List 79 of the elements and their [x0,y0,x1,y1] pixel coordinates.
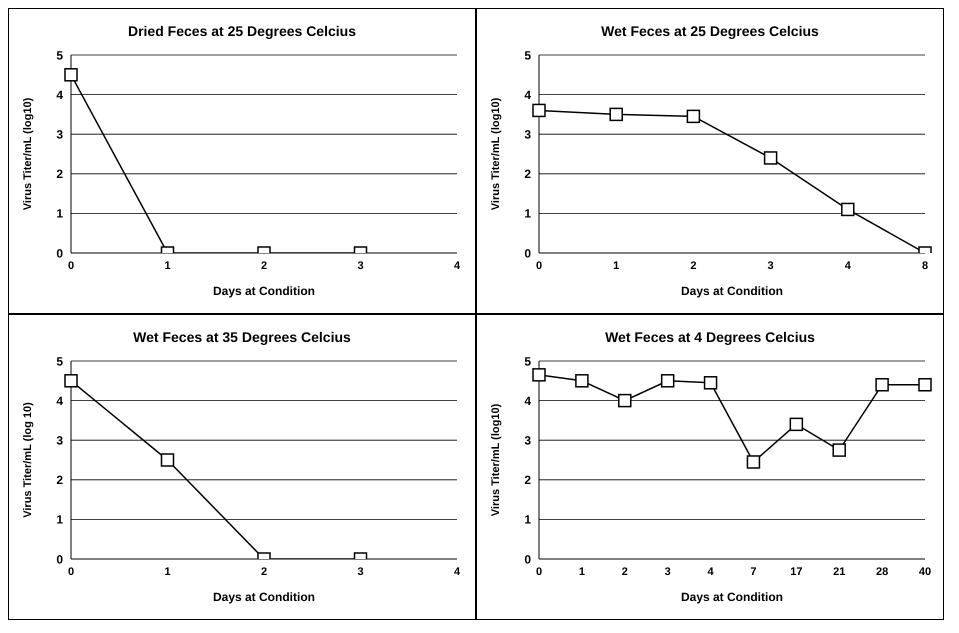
x-tick-label: 1 [613,260,620,272]
y-tick-label: 0 [524,246,532,260]
x-tick-label: 1 [164,260,171,272]
point [790,418,804,432]
y-tick-label: 5 [524,48,532,62]
y-tick-label: 2 [524,167,532,182]
y-tick-label: 4 [56,394,64,408]
x-axis-title: Days at Condition [212,590,316,604]
point [609,108,623,122]
x-tick-label: 4 [454,260,461,272]
x-tick-label: 2 [690,260,696,272]
x-tick-label: 0 [68,566,74,578]
x-tick-label: 1 [164,566,171,578]
y-tick-label: 2 [56,473,64,488]
y-tick-label: 3 [56,127,64,142]
point [918,378,932,392]
y-axis-title: Virus Titer/mL (log10) [22,97,34,210]
y-tick-label: 3 [524,433,532,448]
chart-title: Wet Feces at 4 Degrees Celcius [604,329,816,347]
point [532,104,546,118]
x-tick-label: 4 [454,566,461,578]
x-axis-title: Days at Condition [212,284,316,298]
y-tick-label: 5 [56,48,64,62]
x-tick-label: 28 [876,566,888,578]
y-tick-label: 4 [524,394,532,408]
y-tick-label: 3 [524,127,532,142]
y-tick-label: 3 [56,433,64,448]
x-tick-label: 8 [922,260,928,272]
point [841,202,855,216]
x-axis-title: Days at Condition [680,590,784,604]
x-tick-label: 40 [918,566,932,578]
point [832,443,846,457]
y-tick-label: 4 [56,88,64,102]
y-tick-label: 0 [56,246,64,260]
x-tick-label: 3 [664,566,671,578]
x-tick-label: 4 [844,260,852,272]
point [575,374,589,388]
y-axis-title: Virus Titer/mL (log10) [490,403,502,516]
y-tick-label: 2 [56,167,64,182]
x-tick-label: 0 [536,566,542,578]
x-tick-label: 7 [750,566,757,578]
x-tick-label: 3 [768,260,774,272]
x-axis-title: Days at Condition [680,284,784,298]
point [875,378,889,392]
x-tick-label: 3 [357,566,364,578]
point [746,455,760,469]
x-tick-label: 4 [707,566,714,578]
y-tick-label: 1 [56,206,64,221]
point [618,394,632,408]
x-tick-label: 2 [622,566,628,578]
point [686,110,700,124]
x-tick-label: 21 [833,566,846,578]
y-tick-label: 1 [524,512,532,527]
chart-title: Wet Feces at 25 Degrees Celcius [600,23,820,41]
x-tick-label: 1 [578,566,585,578]
y-tick-label: 0 [56,552,64,566]
y-tick-label: 5 [524,354,532,368]
point [764,151,778,165]
y-tick-label: 1 [524,206,532,221]
chart-title: Dried Feces at 25 Degrees Celcius [126,23,357,41]
x-tick-label: 3 [357,260,364,272]
x-tick-label: 2 [260,566,268,578]
chart-title: Wet Feces at 35 Degrees Celcius [132,329,352,347]
x-tick-label: 17 [790,566,802,578]
y-tick-label: 5 [56,354,64,368]
x-tick-label: 0 [536,260,542,272]
y-tick-label: 0 [524,552,532,566]
x-tick-label: 2 [260,260,268,272]
y-tick-label: 1 [56,512,64,527]
y-tick-label: 4 [524,88,532,102]
y-axis-title: Virus Titer/mL (log 10) [22,402,34,518]
x-tick-label: 0 [68,260,74,272]
y-axis-title: Virus Titer/mL (log10) [490,97,502,210]
point [704,376,718,390]
point [160,453,174,467]
point [660,374,674,388]
point [64,374,78,388]
y-tick-label: 2 [524,473,532,488]
point [532,368,546,382]
